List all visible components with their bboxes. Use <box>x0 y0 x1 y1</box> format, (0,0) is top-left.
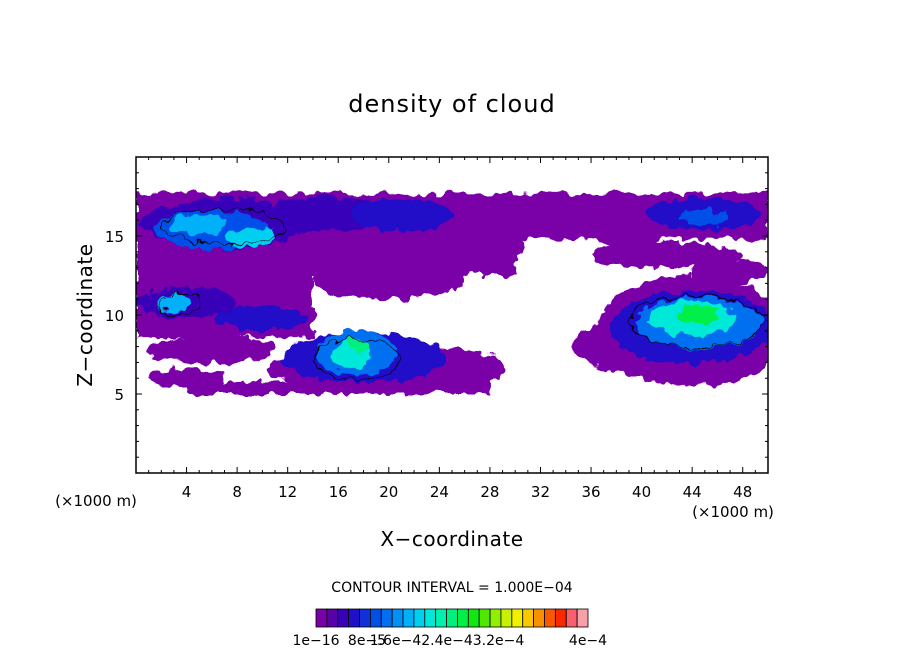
colorbar-swatch <box>348 608 360 628</box>
right-cloud-core <box>678 305 719 325</box>
upper-layer-base <box>312 261 465 300</box>
contour-line <box>628 295 764 348</box>
x-tick-label: 28 <box>480 483 499 501</box>
colorbar-tick-label: 4e−4 <box>569 633 607 649</box>
colorbar-tick-label: 8e−5 <box>348 633 386 649</box>
colorbar-swatch <box>369 608 382 628</box>
x-tick-label: 16 <box>329 483 348 501</box>
contour-interval-label: CONTOUR INTERVAL = 1.000E−04 <box>331 580 572 596</box>
left-low-base <box>148 335 276 364</box>
left-mid-core <box>218 305 307 331</box>
colorbar <box>315 608 589 628</box>
colorbar-swatch <box>326 608 339 628</box>
x-axis-label: X−coordinate <box>380 527 523 551</box>
x-axis-unit: (×1000 m) <box>692 503 774 521</box>
colorbar-swatch <box>522 608 534 628</box>
colorbar-swatch <box>489 608 502 628</box>
colorbar-swatch <box>337 608 350 628</box>
colorbar-swatch <box>500 608 513 628</box>
colorbar-tick-label: 1e−16 <box>292 633 339 649</box>
y-axis-label: Z−coordinate <box>73 243 97 386</box>
colorbar-swatch <box>402 608 415 628</box>
cloud-density-field <box>136 193 768 394</box>
colorbar-swatch <box>565 608 578 628</box>
central-cloud-base <box>186 381 490 394</box>
colorbar-swatch <box>576 608 589 628</box>
colorbar-swatch <box>413 608 426 628</box>
colorbar-swatch <box>457 608 469 628</box>
colorbar-swatch <box>424 608 437 628</box>
upper-layer-base <box>591 205 667 251</box>
central-cloud-core <box>348 337 369 353</box>
y-tick-label: 5 <box>114 386 124 404</box>
colorbar-tick-label: 1.6e−42.4e−43.2e−4 <box>370 633 525 649</box>
upper-layer-base <box>426 231 528 260</box>
colorbar-swatch <box>467 608 480 628</box>
upper-right-core <box>679 209 731 225</box>
contour-line <box>163 208 286 245</box>
contour-line <box>159 292 201 316</box>
colorbar-swatch <box>544 608 556 628</box>
colorbar-swatch <box>511 608 524 628</box>
chart-title: density of cloud <box>348 90 555 118</box>
colorbar-swatch <box>380 608 393 628</box>
x-tick-label: 4 <box>182 483 192 501</box>
x-tick-label: 24 <box>430 483 449 501</box>
x-tick-label: 12 <box>278 483 297 501</box>
upper-core <box>171 215 228 235</box>
x-tick-label: 8 <box>232 483 242 501</box>
y-tick-label: 15 <box>105 228 124 246</box>
upper-core <box>350 199 452 232</box>
colorbar-swatch <box>533 608 545 628</box>
contour-line <box>313 338 401 381</box>
colorbar-swatch <box>446 608 458 628</box>
upper-core <box>224 228 276 248</box>
y-tick-label: 10 <box>105 307 124 325</box>
colorbar-swatch <box>315 608 328 628</box>
x-tick-label: 20 <box>379 483 398 501</box>
upper-layer-base <box>591 242 743 268</box>
x-tick-label: 40 <box>632 483 651 501</box>
colorbar-swatch <box>435 608 447 628</box>
colorbar-tick-labels: 1e−16 8e−51.6e−42.4e−43.2e−4 4e−4 <box>292 633 607 649</box>
left-mid-core <box>157 292 191 312</box>
x-tick-label: 36 <box>581 483 600 501</box>
x-tick-label: 32 <box>531 483 550 501</box>
x-tick-label: 48 <box>733 483 752 501</box>
colorbar-swatch <box>554 608 567 628</box>
y-axis-unit: (×1000 m) <box>55 492 137 510</box>
colorbar-swatch <box>391 608 404 628</box>
colorbar-swatch <box>359 608 371 628</box>
colorbar-swatch <box>478 608 491 628</box>
x-tick-label: 44 <box>683 483 702 501</box>
